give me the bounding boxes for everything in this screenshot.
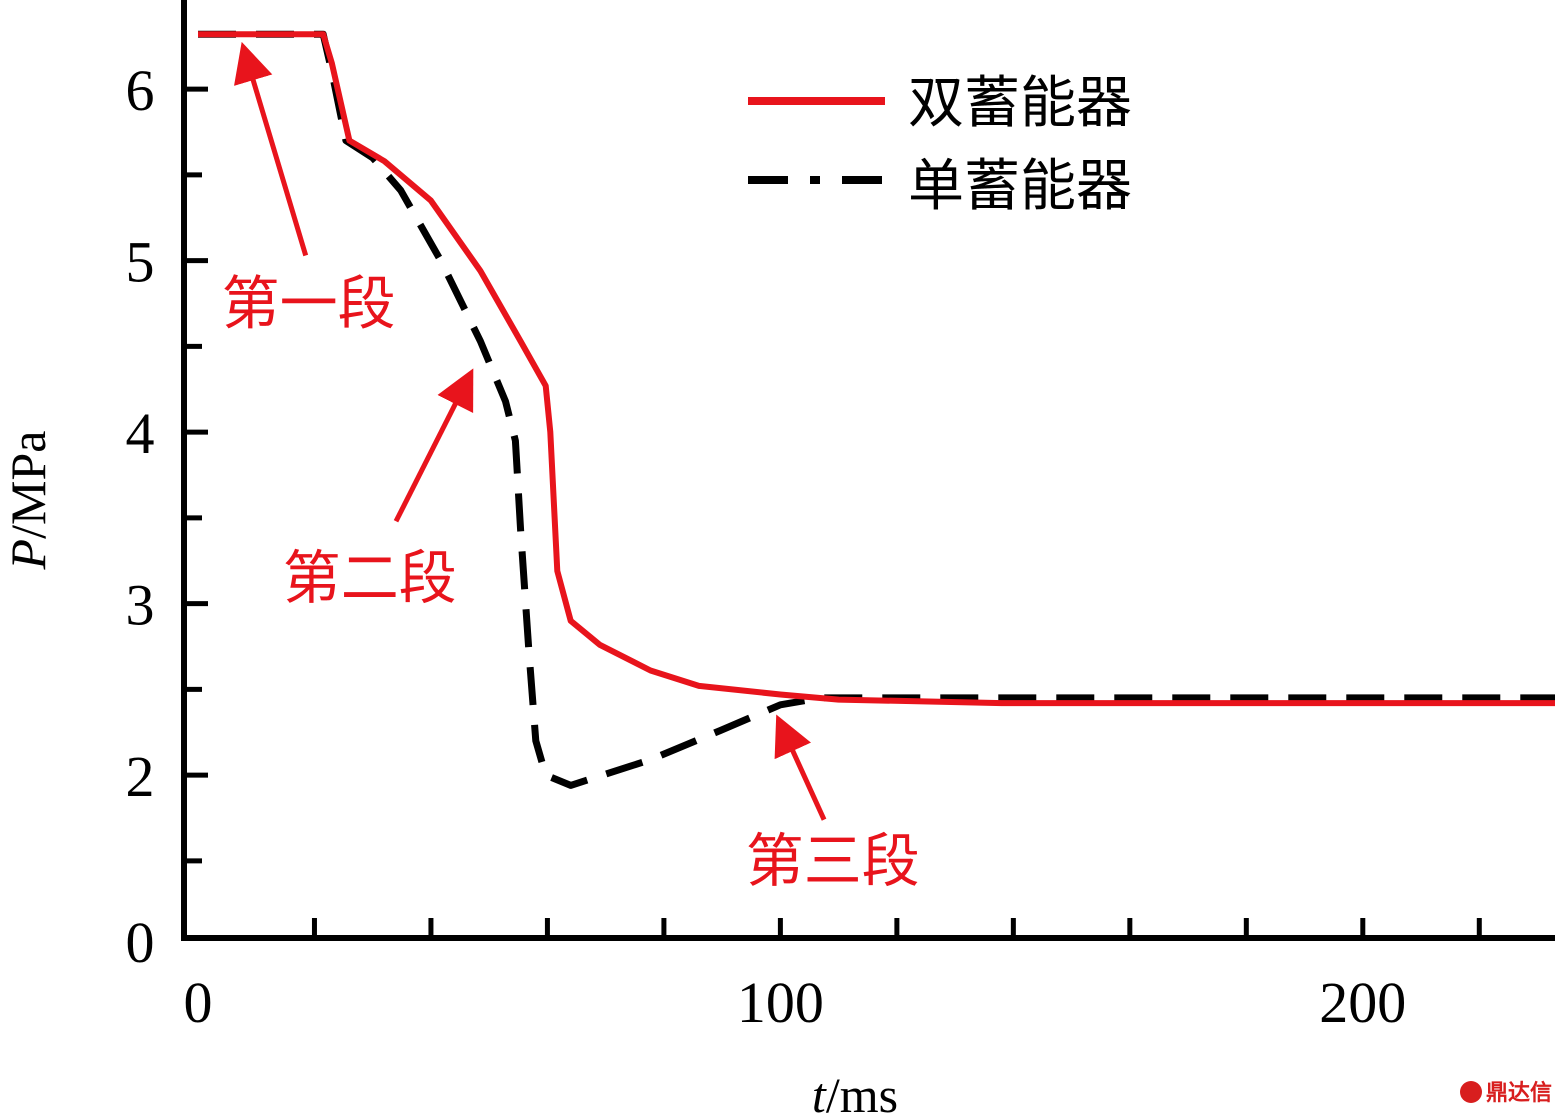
y-axis-label: P/MPa bbox=[0, 431, 56, 571]
annotation-arrow bbox=[774, 714, 827, 821]
y-origin-label: 0 bbox=[126, 910, 155, 975]
y-axis-label-unit: /MPa bbox=[0, 431, 56, 539]
annotation-arrow bbox=[393, 368, 474, 523]
series-line-double bbox=[198, 31, 1555, 707]
legend: 双蓄能器 单蓄能器 bbox=[748, 71, 1132, 219]
watermark: 鼎达信 bbox=[1460, 1080, 1552, 1106]
y-tick-label: 4 bbox=[126, 401, 155, 466]
x-axis-label-var: t bbox=[812, 1067, 827, 1115]
axes bbox=[181, 0, 1555, 941]
x-tick-label: 100 bbox=[737, 970, 824, 1035]
legend-label-single: 单蓄能器 bbox=[908, 154, 1132, 219]
y-tick-label: 2 bbox=[126, 744, 155, 809]
x-axis-label: t/ms bbox=[812, 1067, 898, 1115]
x-tick-label: 200 bbox=[1319, 970, 1406, 1035]
y-axis-label-var: P bbox=[0, 539, 56, 571]
y-tick-label: 6 bbox=[126, 58, 155, 123]
series-line-single bbox=[198, 30, 1555, 789]
annotation-arrow bbox=[234, 41, 309, 257]
annotation-label: 第一段 bbox=[222, 270, 396, 338]
y-tick-label: 3 bbox=[126, 573, 155, 638]
watermark-text: 鼎达信 bbox=[1486, 1080, 1552, 1106]
x-axis-label-unit: /ms bbox=[826, 1067, 898, 1115]
annotation-label: 第二段 bbox=[283, 544, 457, 612]
y-tick-label: 5 bbox=[126, 230, 155, 295]
annotation-label: 第三段 bbox=[746, 827, 920, 895]
legend-label-double: 双蓄能器 bbox=[908, 71, 1132, 136]
x-tick-label: 0 bbox=[183, 970, 212, 1035]
